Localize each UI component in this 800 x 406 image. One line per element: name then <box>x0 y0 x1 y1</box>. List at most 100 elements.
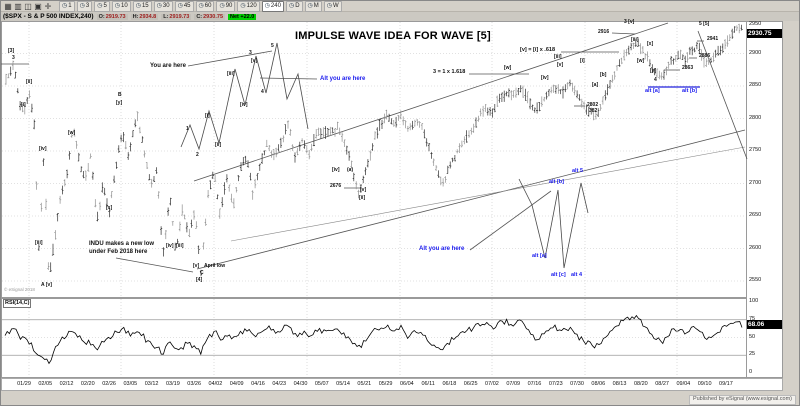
interval-button-M[interactable]: ◷ M <box>304 1 322 12</box>
interval-label: 45 <box>183 3 191 9</box>
interval-button-D[interactable]: ◷ D <box>285 1 303 12</box>
interval-label: 5 <box>103 3 107 9</box>
rsi-tick-label: 100 <box>749 298 759 304</box>
chart-style-icon[interactable]: ▣ <box>34 1 42 11</box>
date-tick-label: 08/27 <box>655 381 669 387</box>
last-price-box: 2930.75 <box>747 29 782 38</box>
clock-icon: ◷ <box>177 3 183 9</box>
price-tick-label: 2700 <box>749 179 762 186</box>
interval-label: 15 <box>141 3 149 9</box>
ohlc-field-h: H: 2934.8 <box>130 13 159 20</box>
interval-button-5[interactable]: ◷ 5 <box>94 1 110 12</box>
ohlc-field-o: O: 2919.73 <box>96 13 128 20</box>
date-tick-label: 05/07 <box>314 381 329 387</box>
ohlc-field-c: C: 2930.75 <box>194 13 226 20</box>
clock-icon: ◷ <box>326 3 333 9</box>
clock-icon: ◷ <box>198 3 204 9</box>
date-tick-label: 07/09 <box>506 381 521 387</box>
date-tick-label: 03/26 <box>187 381 202 387</box>
ohlc-label: H: <box>132 13 139 20</box>
date-tick-label: 03/12 <box>144 381 159 387</box>
date-tick-label: 09/17 <box>719 381 733 387</box>
interval-label: D <box>295 3 300 9</box>
date-tick-label: 04/16 <box>251 381 265 387</box>
interval-button-90[interactable]: ◷ 90 <box>216 1 236 12</box>
ohlc-label: C: <box>196 13 203 20</box>
interval-buttons: ◷ 1 ◷ 3 ◷ 5 ◷ 10 ◷ 15 ◷ 30 ◷ 45 ◷ 60 ◷ 90 ◷ 120 ◷ 240 ◷ D ◷ M ◷ W <box>59 1 342 12</box>
rsi-tick-label: 75 <box>749 315 756 322</box>
date-tick-label: 07/02 <box>485 381 499 387</box>
new-chart-window-icon[interactable]: ◫ <box>24 1 32 11</box>
price-tick-label: 2750 <box>749 147 762 153</box>
date-tick-label: 04/23 <box>272 381 287 387</box>
clock-icon: ◷ <box>264 3 270 9</box>
clock-icon: ◷ <box>135 3 141 9</box>
ohlc-value: 2919.73 <box>169 13 190 20</box>
interval-button-3[interactable]: ◷ 3 <box>76 1 93 12</box>
rsi-indicator-label: RSI(14,C) <box>3 299 32 308</box>
publisher-credit: Published by eSignal (www.esignal.com) <box>688 395 796 405</box>
interval-button-30[interactable]: ◷ 30 <box>153 1 173 12</box>
date-tick-label: 06/11 <box>421 381 435 387</box>
interval-label: 120 <box>246 3 257 9</box>
chart-tile-icon[interactable]: ▥ <box>14 1 22 11</box>
price-tick-label: 2650 <box>749 212 762 218</box>
interval-label: 240 <box>270 3 281 9</box>
price-tick-label: 2950 <box>749 21 762 27</box>
date-tick-label: 05/21 <box>357 381 372 387</box>
ohlc-value: 2934.8 <box>139 13 157 20</box>
rsi-tick-label: 25 <box>749 351 756 358</box>
rsi-panel[interactable] <box>1 298 747 378</box>
interval-button-15[interactable]: ◷ 15 <box>132 1 152 12</box>
date-tick-label: 02/12 <box>59 381 74 387</box>
ohlc-value: 2919.73 <box>105 13 126 20</box>
date-tick-label: 04/30 <box>293 381 308 387</box>
interval-label: W <box>333 3 339 9</box>
clock-icon: ◷ <box>62 3 68 9</box>
interval-button-120[interactable]: ◷ 120 <box>237 1 260 12</box>
price-tick-label: 2800 <box>749 114 762 121</box>
interval-button-240[interactable]: ◷ 240 <box>261 1 284 12</box>
interval-button-60[interactable]: ◷ 60 <box>195 1 215 12</box>
interval-button-1[interactable]: ◷ 1 <box>59 1 75 12</box>
date-tick-label: 02/26 <box>102 381 116 387</box>
clock-icon: ◷ <box>288 3 295 9</box>
rsi-tick-label: 50 <box>749 333 756 340</box>
toolbar: ▦ ▥ ◫ ▣ ✛ ◷ 1 ◷ 3 ◷ 5 ◷ 10 ◷ 15 ◷ 30 ◷ 45 ◷ 60 ◷ 90 ◷ 120 ◷ 240 ◷ D… <box>1 1 799 12</box>
page-layout-icon[interactable]: ▦ <box>4 1 12 11</box>
rsi-tick-label: 0 <box>749 369 753 375</box>
clock-icon: ◷ <box>156 3 162 9</box>
crosshair-cursor-icon[interactable]: ✛ <box>44 1 52 11</box>
interval-label: 3 <box>85 3 90 9</box>
ohlc-label: L: <box>163 13 169 20</box>
symbol-title: ($SPX - S & P 500 INDEX,240) <box>3 13 94 20</box>
interval-label: M <box>313 3 319 9</box>
date-tick-label: 07/30 <box>570 381 584 387</box>
date-tick-label: 03/05 <box>123 381 138 387</box>
price-tick-label: 2900 <box>749 49 762 56</box>
ohlc-field-l: L: 2919.73 <box>161 13 192 20</box>
clock-icon: ◷ <box>79 3 85 9</box>
date-tick-label: 09/04 <box>676 381 691 387</box>
clock-icon: ◷ <box>240 3 246 9</box>
ohlc-value: 2930.75 <box>203 13 224 20</box>
interval-button-45[interactable]: ◷ 45 <box>174 1 194 12</box>
date-axis <box>1 378 783 391</box>
date-tick-label: 06/25 <box>463 381 478 387</box>
price-tick-label: 2600 <box>749 244 762 251</box>
interval-label: 30 <box>162 3 170 9</box>
date-tick-label: 07/16 <box>527 381 542 387</box>
date-tick-label: 01/29 <box>17 381 31 387</box>
symbol-bar: ($SPX - S & P 500 INDEX,240) O: 2919.73 H:… <box>1 12 799 21</box>
clock-icon: ◷ <box>219 3 225 9</box>
date-tick-label: 04/09 <box>229 381 244 387</box>
date-tick-label: 02/20 <box>80 381 95 387</box>
interval-label: 1 <box>68 3 72 9</box>
price-chart-panel[interactable] <box>1 21 747 298</box>
price-tick-label: 2850 <box>749 82 762 88</box>
price-tick-label: 2550 <box>749 277 762 283</box>
date-tick-label: 02/05 <box>38 381 53 387</box>
interval-button-10[interactable]: ◷ 10 <box>111 1 131 12</box>
interval-button-W[interactable]: ◷ W <box>323 1 342 12</box>
